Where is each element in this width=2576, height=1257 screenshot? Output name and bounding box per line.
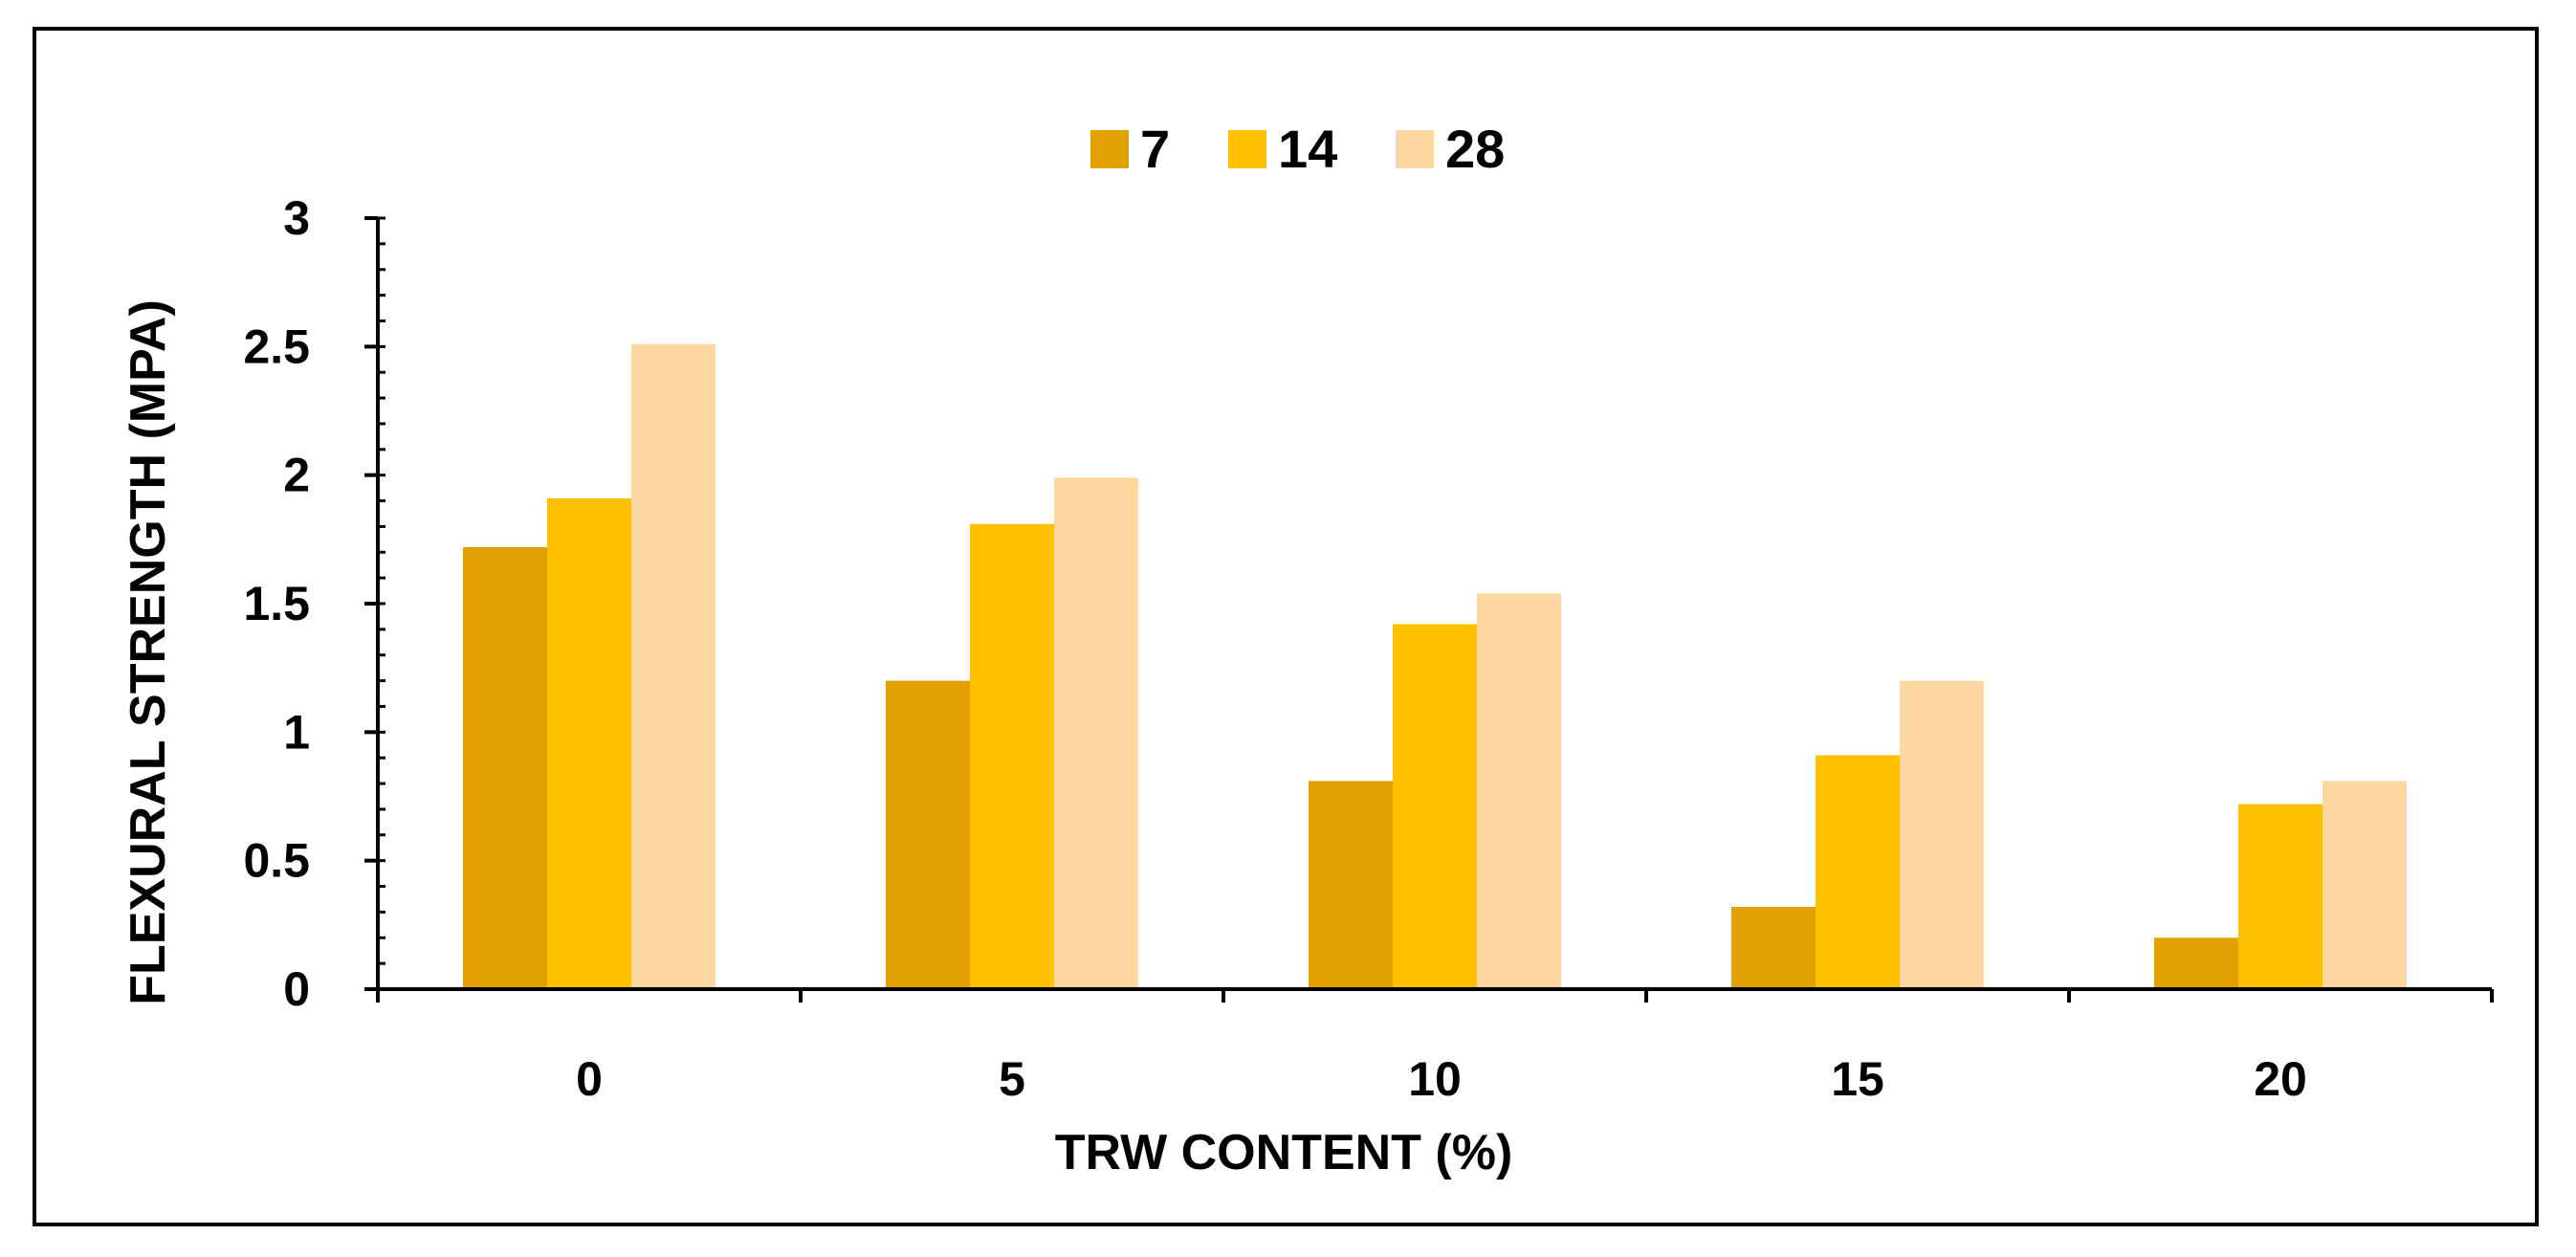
bar-series-14-cat-5 (970, 523, 1054, 989)
bar-series-14-cat-10 (1393, 624, 1477, 989)
bar-series-14-cat-20 (2238, 804, 2323, 989)
axes (364, 216, 2494, 1003)
bar-series-28-cat-10 (1477, 593, 1561, 989)
bar-series-7-cat-5 (886, 680, 970, 989)
legend: 7 14 28 (1090, 119, 1505, 179)
y-tick-label: 3 (283, 191, 310, 245)
legend-swatch (1090, 130, 1129, 168)
y-tick-label: 0.5 (243, 834, 310, 888)
y-tick-label: 1.5 (243, 577, 310, 630)
y-axis-title: FLEXURAL STRENGTH (MPA) (121, 299, 176, 1005)
legend-label: 7 (1140, 119, 1170, 179)
x-tick-label: 20 (2254, 1052, 2307, 1106)
bar-chart: 7 14 28 0 0.5 1 1.5 2 2.5 3 0 5 10 15 20 FLEXURAL ST… (121, 119, 2494, 1180)
bar-series-14-cat-15 (1816, 755, 1900, 989)
legend-label: 28 (1445, 119, 1505, 179)
bar-series-28-cat-5 (1054, 477, 1138, 989)
bar-series-7-cat-20 (2154, 937, 2238, 989)
bar-series-7-cat-15 (1731, 907, 1816, 989)
legend-label: 14 (1278, 119, 1337, 179)
x-tick-labels: 0 5 10 15 20 (576, 1052, 2307, 1106)
y-tick-label: 2.5 (243, 320, 310, 373)
y-tick-labels: 0 0.5 1 1.5 2 2.5 3 (243, 191, 310, 1016)
legend-item-7: 7 (1090, 119, 1170, 179)
bar-series-14-cat-0 (547, 497, 631, 989)
y-tick-label: 0 (283, 962, 310, 1016)
bar-series-7-cat-0 (463, 546, 547, 989)
x-tick-label: 0 (576, 1052, 603, 1106)
bars (463, 343, 2407, 989)
bar-series-7-cat-10 (1309, 781, 1393, 989)
x-tick-label: 10 (1408, 1052, 1462, 1106)
chart-frame: 7 14 28 0 0.5 1 1.5 2 2.5 3 0 5 10 15 20 FLEXURAL ST… (33, 27, 2539, 1226)
x-tick-label: 15 (1831, 1052, 1884, 1106)
y-tick-label: 2 (283, 449, 310, 502)
x-tick-label: 5 (999, 1052, 1025, 1106)
legend-item-14: 14 (1228, 119, 1337, 179)
legend-swatch (1396, 130, 1434, 168)
bar-series-28-cat-0 (631, 343, 716, 989)
bar-series-28-cat-15 (1900, 680, 1984, 989)
legend-item-28: 28 (1396, 119, 1505, 179)
legend-swatch (1228, 130, 1266, 168)
x-axis-title: TRW CONTENT (%) (1055, 1125, 1513, 1180)
y-tick-label: 1 (283, 705, 310, 759)
bar-series-28-cat-20 (2323, 781, 2407, 989)
